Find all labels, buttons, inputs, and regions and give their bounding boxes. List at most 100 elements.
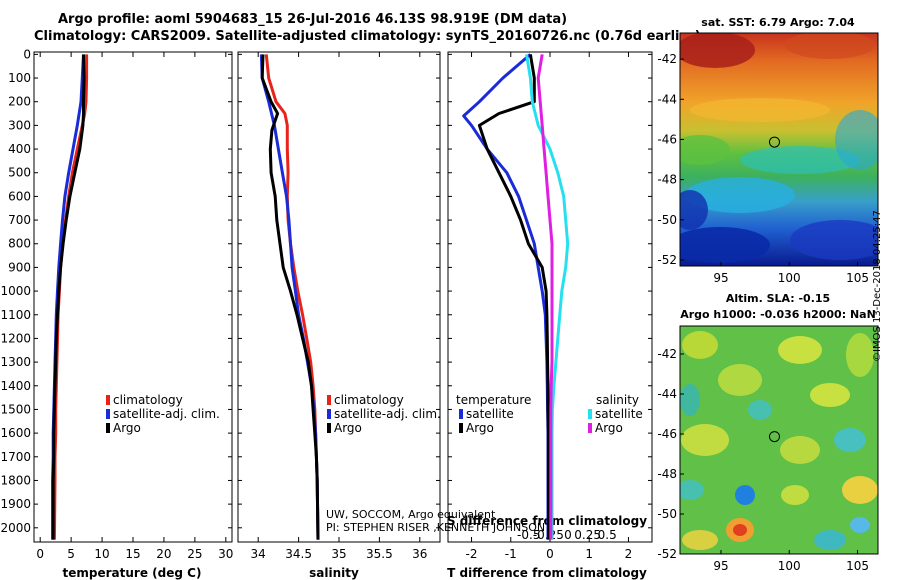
map-lat-label: -46: [657, 132, 677, 146]
s-diff-tick-label: 0.25: [574, 528, 601, 542]
sla-map: [679, 325, 879, 555]
credit-line2: PI: STEPHEN RISER ,KENNETH JOHNSON: [326, 521, 545, 534]
legend-label-t-argo: Argo: [466, 421, 494, 435]
series-line-temperature-satellite: [462, 53, 550, 540]
legend-label-climatology: climatology: [113, 393, 183, 407]
legend-label-s-satellite: satellite: [595, 407, 643, 421]
sla-float-marker: [768, 431, 780, 443]
map-lon-label: 105: [846, 559, 869, 573]
map-lat-label: -44: [657, 387, 677, 401]
y-tick-label: 800: [8, 237, 31, 251]
legend-label-climatology: climatology: [334, 393, 404, 407]
s-diff-tick-label: -0.5: [517, 528, 540, 542]
temperature-panel-frame: [33, 51, 233, 543]
map-lat-label: -50: [657, 507, 677, 521]
y-tick-label: 2000: [0, 521, 31, 535]
legend-swatch-t-argo: [459, 423, 463, 433]
x-tick-label: 25: [187, 547, 202, 561]
legend-swatch-climatology: [327, 395, 331, 405]
y-tick-label: 1400: [0, 379, 31, 393]
map-lat-label: -44: [657, 92, 677, 106]
sst-map-title: sat. SST: 6.79 Argo: 7.04: [701, 16, 855, 29]
dynamic-layer: 0100200300400500600700800900100011001200…: [0, 47, 869, 573]
x-tick-label: 10: [94, 547, 109, 561]
legend-swatch-climatology: [106, 395, 110, 405]
sla-map-features: [680, 331, 878, 550]
y-tick-label: 300: [8, 118, 31, 132]
legend-swatch-t-satellite: [459, 409, 463, 419]
s-diff-tick-label: 0: [564, 528, 572, 542]
y-tick-label: 200: [8, 95, 31, 109]
y-tick-label: 700: [8, 213, 31, 227]
y-tick-label: 1600: [0, 426, 31, 440]
x-tick-label: 20: [156, 547, 171, 561]
series-line-salinity-argo: [536, 54, 554, 540]
legend-label-satellite: satellite-adj. clim.: [113, 407, 220, 421]
y-tick-label: 1900: [0, 497, 31, 511]
figure-title-line2: Climatology: CARS2009. Satellite-adjuste…: [34, 29, 701, 44]
temperature-axis-label: temperature (deg C): [63, 566, 202, 580]
map-lat-label: -42: [657, 52, 677, 66]
map-lat-label: -52: [657, 253, 677, 267]
y-tick-label: 0: [23, 47, 31, 61]
map-lon-label: 95: [713, 271, 728, 285]
legend-swatch-s-argo: [588, 423, 592, 433]
map-lon-label: 100: [778, 559, 801, 573]
sla-map-title-line2: Argo h1000: -0.036 h2000: NaN: [680, 308, 876, 321]
salinity-panel-frame: [237, 51, 441, 543]
s-diff-tick-label: 0.5: [598, 528, 617, 542]
x-tick-label: 34.5: [285, 547, 312, 561]
map-lat-label: -50: [657, 213, 677, 227]
salinity-axis-label: salinity: [309, 566, 359, 580]
y-tick-label: 400: [8, 142, 31, 156]
legend-label-t-satellite: satellite: [466, 407, 514, 421]
sla-map-title-line1: Altim. SLA: -0.15: [726, 292, 830, 305]
map-lat-label: -42: [657, 347, 677, 361]
y-tick-label: 1000: [0, 284, 31, 298]
series-line-temperature-argo: [477, 54, 551, 540]
map-lon-label: 105: [846, 271, 869, 285]
legend-label-argo: Argo: [334, 421, 362, 435]
legend-title-temperature: temperature: [456, 393, 531, 407]
legend-title-salinity: salinity: [596, 393, 639, 407]
figure-title-line1: Argo profile: aoml 5904683_15 26-Jul-201…: [58, 12, 568, 27]
x-tick-label: 35: [331, 547, 346, 561]
credit-line1: UW, SOCCOM, Argo equivalent: [326, 508, 496, 521]
x-tick-label: -2: [466, 547, 478, 561]
x-tick-label: 30: [218, 547, 233, 561]
x-tick-label: 5: [67, 547, 75, 561]
x-tick-label: 2: [625, 547, 633, 561]
map-lon-label: 95: [713, 559, 728, 573]
y-tick-label: 1500: [0, 402, 31, 416]
salinity-legend: climatology satellite-adj. clim. Argo: [327, 393, 441, 435]
temperature-legend: climatology satellite-adj. clim. Argo: [106, 393, 220, 435]
legend-label-s-argo: Argo: [595, 421, 623, 435]
legend-swatch-s-satellite: [588, 409, 592, 419]
legend-swatch-argo: [106, 423, 110, 433]
series-line-argo: [260, 54, 320, 540]
series-line-satellite-adj-clim-: [259, 54, 320, 540]
sst-map-features: [680, 33, 878, 263]
y-tick-label: 900: [8, 260, 31, 274]
x-tick-label: -1: [505, 547, 517, 561]
imos-stamp: ©IMOS 13-Dec-2018 04:25:47: [872, 210, 883, 362]
legend-swatch-satellite: [106, 409, 110, 419]
y-tick-label: 600: [8, 189, 31, 203]
series-line-argo: [51, 54, 86, 540]
y-tick-label: 1700: [0, 450, 31, 464]
x-tick-label: 34: [251, 547, 266, 561]
legend-swatch-satellite: [327, 409, 331, 419]
map-lat-label: -48: [657, 467, 677, 481]
sst-map: [679, 32, 879, 267]
y-tick-label: 1800: [0, 473, 31, 487]
legend-label-argo: Argo: [113, 421, 141, 435]
difference-axis-label: T difference from climatology: [447, 566, 647, 580]
sst-float-marker: [768, 136, 780, 148]
sst-map-frame: [679, 32, 879, 267]
legend-swatch-argo: [327, 423, 331, 433]
map-lon-label: 100: [778, 271, 801, 285]
y-tick-label: 500: [8, 166, 31, 180]
x-tick-label: 0: [36, 547, 44, 561]
sla-map-frame: [679, 325, 879, 555]
